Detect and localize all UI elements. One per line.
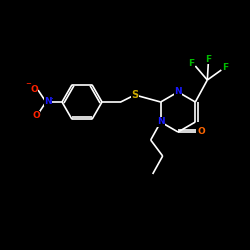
- Text: F: F: [222, 64, 228, 72]
- Text: S: S: [131, 90, 138, 100]
- Text: F: F: [205, 54, 212, 64]
- Text: N: N: [174, 88, 182, 96]
- Text: N: N: [44, 96, 52, 106]
- Text: O: O: [197, 128, 205, 136]
- Text: +: +: [49, 96, 53, 100]
- Text: N: N: [157, 118, 164, 126]
- Text: O: O: [30, 84, 38, 94]
- Text: F: F: [188, 60, 194, 68]
- Text: −: −: [25, 81, 31, 87]
- Text: O: O: [32, 112, 40, 120]
